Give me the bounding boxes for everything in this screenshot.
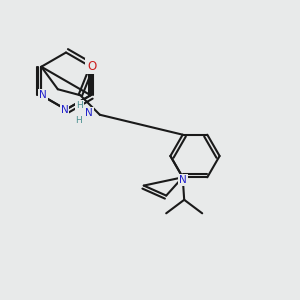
Text: N: N bbox=[39, 90, 47, 100]
Text: O: O bbox=[86, 60, 95, 73]
Text: N: N bbox=[85, 108, 93, 118]
Text: O: O bbox=[88, 60, 97, 73]
Text: H: H bbox=[75, 116, 82, 125]
Text: N: N bbox=[61, 104, 68, 115]
Text: N: N bbox=[179, 175, 187, 185]
Text: H: H bbox=[76, 100, 83, 109]
